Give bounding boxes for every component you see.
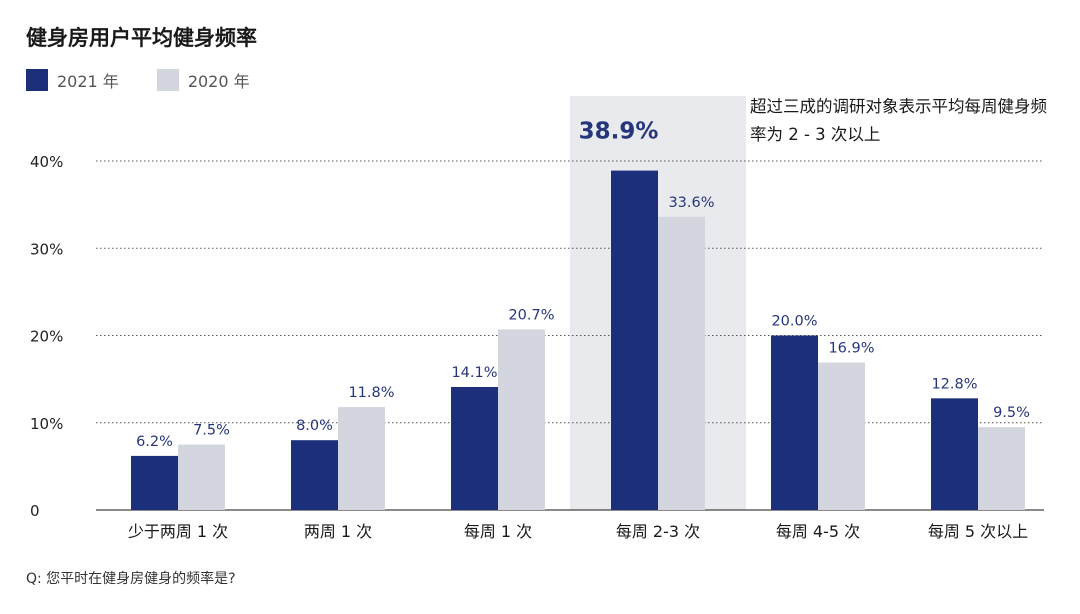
data-label: 9.5% xyxy=(993,405,1030,421)
chart-title: 健身房用户平均健身频率 xyxy=(26,26,257,50)
data-label: 14.1% xyxy=(451,365,497,381)
data-label: 12.8% xyxy=(931,376,977,392)
legend: 2021 年 2020 年 xyxy=(26,68,288,92)
bar xyxy=(178,444,225,510)
bar xyxy=(291,440,338,510)
x-tick-label: 每周 2-3 次 xyxy=(616,522,700,541)
legend-swatch-2020 xyxy=(156,69,179,91)
bar xyxy=(978,427,1025,510)
legend-item-2020: 2020 年 xyxy=(156,68,250,92)
x-tick-label: 每周 4-5 次 xyxy=(776,522,860,541)
data-label: 38.9% xyxy=(579,119,659,145)
bar xyxy=(818,362,865,510)
x-tick-label: 少于两周 1 次 xyxy=(128,522,228,541)
annotation-text: 超过三成的调研对象表示平均每周健身频率为 2 - 3 次以上 xyxy=(750,97,1047,144)
y-tick-label: 20% xyxy=(30,328,63,346)
legend-swatch-2021 xyxy=(26,69,48,91)
bar xyxy=(451,386,498,510)
bar xyxy=(338,407,385,510)
legend-label-2021: 2021 年 xyxy=(57,72,119,91)
data-label: 20.0% xyxy=(771,314,817,330)
data-label: 11.8% xyxy=(348,385,394,401)
bar xyxy=(131,455,178,510)
legend-item-2021: 2021 年 xyxy=(26,68,119,92)
x-tick-label: 每周 1 次 xyxy=(464,522,532,541)
bar xyxy=(498,329,545,510)
y-tick-label: 30% xyxy=(30,240,63,258)
bar xyxy=(931,398,978,510)
data-label: 6.2% xyxy=(136,434,173,450)
y-tick-label: 0 xyxy=(30,502,40,520)
data-label: 8.0% xyxy=(296,418,333,434)
data-label: 16.9% xyxy=(828,341,874,357)
legend-label-2020: 2020 年 xyxy=(187,72,250,91)
data-label: 7.5% xyxy=(193,423,230,439)
y-tick-label: 40% xyxy=(30,153,63,171)
bar xyxy=(658,216,705,510)
footnote: Q: 您平时在健身房健身的频率是? xyxy=(26,571,236,587)
x-tick-label: 每周 5 次以上 xyxy=(928,522,1028,541)
y-tick-label: 10% xyxy=(30,415,63,433)
data-label: 33.6% xyxy=(668,195,714,211)
bar xyxy=(771,335,818,510)
data-label: 20.7% xyxy=(508,307,554,323)
x-tick-label: 两周 1 次 xyxy=(304,522,372,541)
bar xyxy=(611,170,658,510)
